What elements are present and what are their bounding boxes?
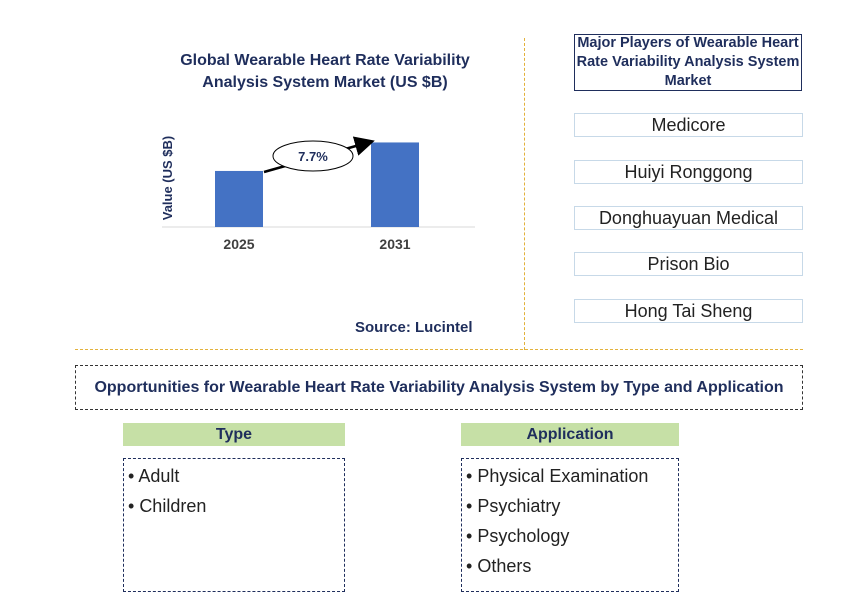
player-item: Medicore [574, 113, 803, 137]
vertical-divider [524, 38, 525, 350]
application-item: • Psychiatry [466, 496, 561, 516]
application-item: • Physical Examination [466, 466, 649, 486]
player-item: Prison Bio [574, 252, 803, 276]
bar-2025 [215, 170, 263, 227]
source-label: Source: Lucintel [355, 319, 473, 336]
type-list: • Adult • Children [123, 458, 345, 592]
bar-chart: Value (US $B) 2025 2031 7.7% [160, 136, 475, 252]
players-title: Major Players of Wearable Heart Rate Var… [574, 34, 802, 91]
application-header: Application [461, 423, 679, 446]
y-axis-label: Value (US $B) [160, 136, 175, 221]
application-item: • Psychology [466, 526, 570, 546]
type-item: • Adult [128, 466, 180, 486]
bar-2031 [371, 142, 419, 227]
application-item: • Others [466, 556, 532, 576]
player-item: Huiyi Ronggong [574, 160, 803, 184]
application-list: • Physical Examination • Psychiatry • Ps… [461, 458, 679, 592]
cagr-bubble [272, 140, 354, 172]
cagr-label: 7.7% [298, 149, 328, 164]
type-item: • Children [128, 496, 207, 516]
type-header: Type [123, 423, 345, 446]
x-tick-2031: 2031 [379, 236, 410, 252]
player-item: Hong Tai Sheng [574, 299, 803, 323]
x-tick-2025: 2025 [223, 236, 254, 252]
chart-title: Global Wearable Heart Rate Variability A… [180, 52, 470, 91]
opportunities-title: Opportunities for Wearable Heart Rate Va… [75, 365, 803, 410]
horizontal-divider [75, 349, 803, 350]
player-item: Donghuayuan Medical [574, 206, 803, 230]
